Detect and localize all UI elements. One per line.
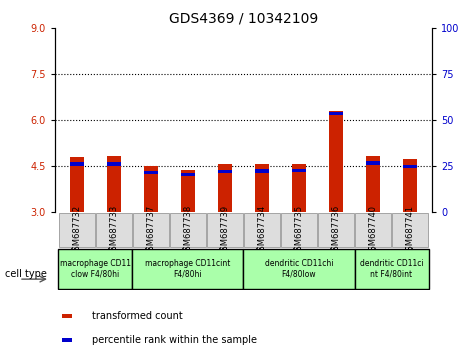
Bar (181, 173, 195, 176)
Text: percentile rank within the sample: percentile rank within the sample (92, 335, 257, 345)
Title: GDS4369 / 10342109: GDS4369 / 10342109 (169, 12, 318, 26)
Bar (70, 162, 84, 166)
FancyBboxPatch shape (354, 249, 428, 290)
FancyBboxPatch shape (58, 249, 133, 290)
Bar (403, 159, 417, 212)
Text: dendritic CD11chi
F4/80low: dendritic CD11chi F4/80low (265, 259, 333, 279)
Bar (62, 338, 72, 342)
FancyBboxPatch shape (59, 213, 95, 247)
Text: GSM687741: GSM687741 (406, 205, 415, 256)
Text: GSM687738: GSM687738 (183, 205, 192, 256)
FancyBboxPatch shape (318, 213, 354, 247)
Text: transformed count: transformed count (92, 311, 183, 321)
Bar (329, 112, 343, 115)
Bar (366, 161, 380, 165)
Text: GSM687735: GSM687735 (294, 205, 304, 256)
FancyBboxPatch shape (207, 213, 243, 247)
Text: GSM687732: GSM687732 (72, 205, 81, 256)
Bar (218, 164, 232, 212)
Bar (218, 170, 232, 173)
Text: GSM687736: GSM687736 (332, 205, 341, 256)
Text: macrophage CD11
clow F4/80hi: macrophage CD11 clow F4/80hi (60, 259, 131, 279)
Text: GSM687734: GSM687734 (257, 205, 266, 256)
Text: GSM687740: GSM687740 (369, 205, 378, 256)
FancyBboxPatch shape (243, 249, 354, 290)
Text: dendritic CD11ci
nt F4/80int: dendritic CD11ci nt F4/80int (360, 259, 423, 279)
Bar (107, 156, 121, 212)
FancyBboxPatch shape (281, 213, 317, 247)
Bar (255, 164, 269, 212)
FancyBboxPatch shape (392, 213, 428, 247)
Bar (403, 165, 417, 168)
FancyBboxPatch shape (244, 213, 280, 247)
Text: cell type: cell type (5, 269, 47, 279)
Bar (107, 162, 121, 166)
Bar (70, 156, 84, 212)
Text: GSM687739: GSM687739 (220, 205, 229, 256)
Bar (329, 110, 343, 212)
Text: GSM687737: GSM687737 (146, 205, 155, 256)
Bar (144, 166, 158, 212)
FancyBboxPatch shape (133, 249, 243, 290)
Bar (366, 156, 380, 212)
Bar (255, 170, 269, 172)
Bar (144, 171, 158, 174)
FancyBboxPatch shape (96, 213, 132, 247)
FancyBboxPatch shape (170, 213, 206, 247)
Bar (181, 170, 195, 212)
Bar (62, 314, 72, 318)
Bar (292, 164, 306, 212)
FancyBboxPatch shape (133, 213, 169, 247)
FancyBboxPatch shape (355, 213, 391, 247)
Text: macrophage CD11cint
F4/80hi: macrophage CD11cint F4/80hi (145, 259, 230, 279)
Bar (292, 169, 306, 172)
Text: GSM687733: GSM687733 (109, 205, 118, 256)
